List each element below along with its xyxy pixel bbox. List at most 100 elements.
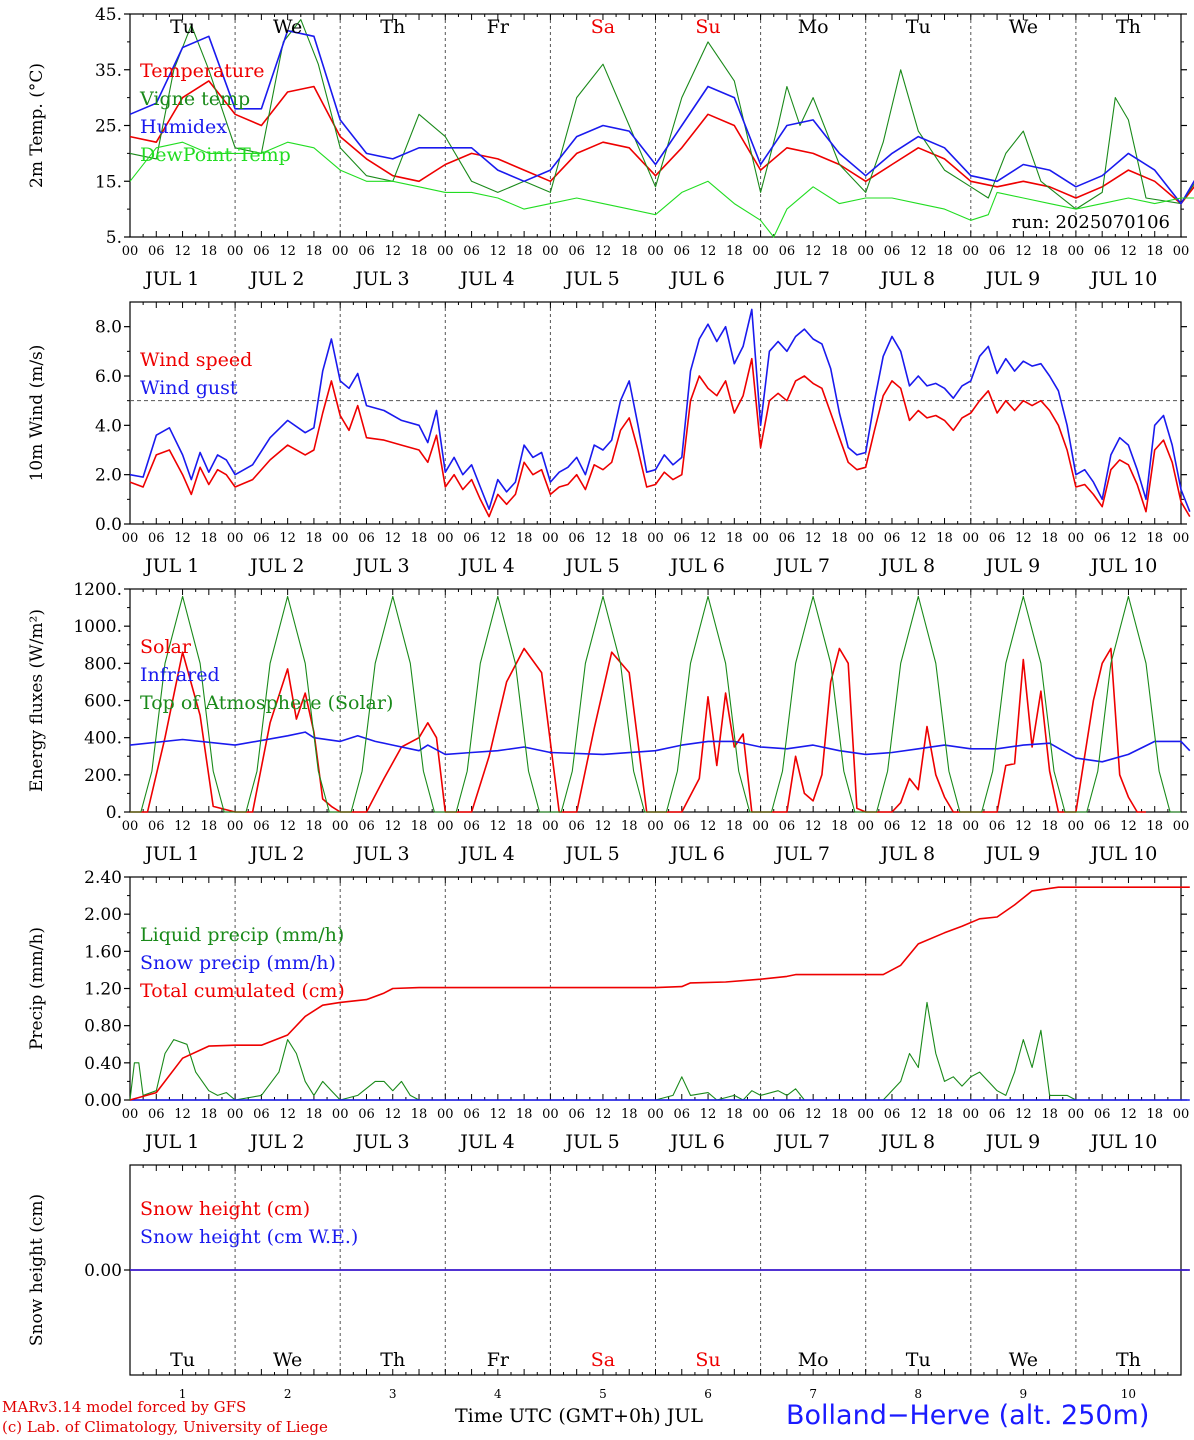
day-number: 8 [914, 1387, 922, 1401]
hour-label: 06 [148, 819, 165, 834]
hour-label: 00 [857, 531, 874, 546]
hour-label: 00 [227, 531, 244, 546]
hour-label: 18 [411, 531, 428, 546]
date-label: JUL 2 [248, 268, 304, 290]
legend-entry: Snow height (cm W.E.) [140, 1226, 358, 1248]
hour-label: 18 [306, 1107, 323, 1122]
day-number: 10 [1121, 1387, 1136, 1401]
weekday-label: Su [695, 1349, 720, 1371]
legend-entry: Temperature [140, 60, 264, 82]
weekday-label: Th [380, 1349, 405, 1371]
hour-label: 12 [595, 819, 612, 834]
weekday-label: Tu [906, 16, 931, 38]
y-tick-label: 15. [95, 172, 122, 192]
series-line-infrared [129, 731, 1191, 763]
hour-label: 00 [542, 1107, 559, 1122]
hour-label: 00 [1068, 244, 1085, 259]
hour-label: 18 [516, 531, 533, 546]
hour-label: 00 [963, 819, 980, 834]
weekday-label: Th [1116, 1349, 1141, 1371]
hour-label: 00 [1173, 244, 1190, 259]
hour-label: 18 [201, 531, 218, 546]
hour-label: 12 [910, 531, 927, 546]
hour-label: 00 [437, 244, 454, 259]
hour-label: 18 [1041, 531, 1058, 546]
y-tick-label: 2.40 [84, 868, 122, 888]
hour-label: 00 [332, 1107, 349, 1122]
hour-label: 12 [279, 244, 296, 259]
hour-label: 00 [542, 531, 559, 546]
hour-label: 06 [674, 531, 691, 546]
date-label: JUL 9 [984, 268, 1040, 290]
date-label: JUL 3 [353, 843, 409, 865]
y-tick-label: 25. [95, 117, 122, 137]
day-number: 9 [1020, 1387, 1028, 1401]
hour-label: 06 [989, 531, 1006, 546]
hour-label: 06 [884, 531, 901, 546]
hour-label: 00 [647, 1107, 664, 1122]
y-tick-label: 1.60 [84, 942, 122, 962]
date-label: JUL 4 [458, 843, 514, 865]
hour-label: 06 [568, 819, 585, 834]
weekday-label: Th [380, 16, 405, 38]
chart-panel-2: 0.0 2.0 4.0 6.0 8.0 10m Wind (m/s) Wind speed W… [27, 301, 1191, 577]
hour-label: 00 [963, 1107, 980, 1122]
hour-label: 12 [910, 1107, 927, 1122]
hour-label: 06 [1094, 531, 1111, 546]
hour-label: 00 [752, 1107, 769, 1122]
plot-frame [129, 13, 1182, 238]
hour-label: 12 [1120, 531, 1137, 546]
weekday-label: We [1009, 16, 1038, 38]
hour-label: 06 [253, 819, 270, 834]
hour-label: 18 [621, 531, 638, 546]
hour-label: 12 [910, 244, 927, 259]
date-label: JUL 8 [879, 843, 935, 865]
hour-label: 18 [516, 244, 533, 259]
y-tick-label: 0.40 [84, 1054, 122, 1074]
hour-label: 18 [936, 244, 953, 259]
hour-label: 18 [831, 531, 848, 546]
hour-label: 06 [358, 1107, 375, 1122]
hour-label: 18 [1146, 244, 1163, 259]
hour-label: 18 [1146, 531, 1163, 546]
hour-label: 00 [437, 531, 454, 546]
hour-label: 12 [1120, 244, 1137, 259]
date-label: JUL 4 [458, 555, 514, 577]
weekday-label: Sa [591, 1349, 615, 1371]
date-label: JUL 1 [143, 1131, 199, 1153]
hour-label: 06 [989, 1107, 1006, 1122]
hour-label: 06 [779, 819, 796, 834]
hour-label: 18 [726, 531, 743, 546]
y-tick-label: 4.0 [95, 416, 122, 436]
hour-label: 00 [857, 244, 874, 259]
hour-label: 12 [1120, 1107, 1137, 1122]
date-label: JUL 10 [1089, 1131, 1157, 1153]
date-label: JUL 10 [1089, 268, 1157, 290]
y-tick-label: 200. [84, 766, 122, 786]
legend-entry: Liquid precip (mm/h) [140, 924, 344, 946]
hour-label: 12 [805, 244, 822, 259]
hour-label: 18 [306, 531, 323, 546]
hour-label: 12 [1120, 819, 1137, 834]
y-tick-label: 1200. [73, 580, 122, 600]
hour-label: 00 [227, 1107, 244, 1122]
hour-label: 00 [963, 531, 980, 546]
hour-label: 00 [227, 819, 244, 834]
hour-label: 00 [332, 819, 349, 834]
date-label: JUL 1 [143, 843, 199, 865]
y-tick-label: 2.0 [95, 466, 122, 486]
y-axis-label: 10m Wind (m/s) [27, 345, 47, 482]
chart-panel-4: 0.00 0.40 0.80 1.20 1.60 2.00 2.40 Precip (mm/h… [27, 868, 1190, 1153]
legend-entry: DewPoint Temp [140, 144, 291, 166]
hour-label: 00 [437, 1107, 454, 1122]
date-label: JUL 9 [984, 843, 1040, 865]
date-label: JUL 5 [563, 555, 619, 577]
date-label: JUL 7 [774, 268, 830, 290]
hour-label: 00 [122, 531, 139, 546]
hour-label: 06 [463, 819, 480, 834]
series-line-solar [130, 647, 1146, 813]
hour-label: 06 [463, 1107, 480, 1122]
chart-panel-3: 0. 200. 400. 600. 800. 1000. 1200. Energy fluxe… [27, 580, 1191, 865]
y-tick-label: 0. [106, 803, 122, 823]
